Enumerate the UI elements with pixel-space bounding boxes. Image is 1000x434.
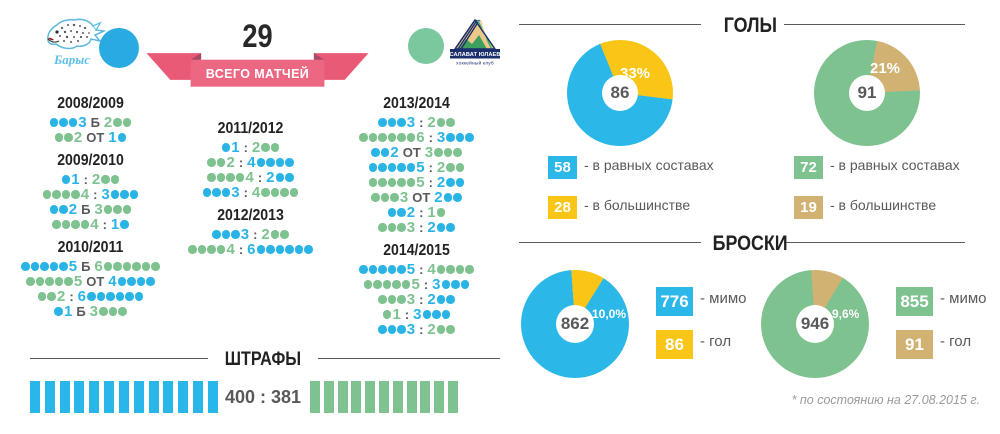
svg-text:Барыс: Барыс xyxy=(53,52,90,67)
svg-text:САЛАВАТ ЮЛАЕВ: САЛАВАТ ЮЛАЕВ xyxy=(449,52,500,58)
svg-text:хоккейный клуб: хоккейный клуб xyxy=(456,60,494,67)
svg-text:ВСЕГО МАТЧЕЙ: ВСЕГО МАТЧЕЙ xyxy=(206,66,309,81)
